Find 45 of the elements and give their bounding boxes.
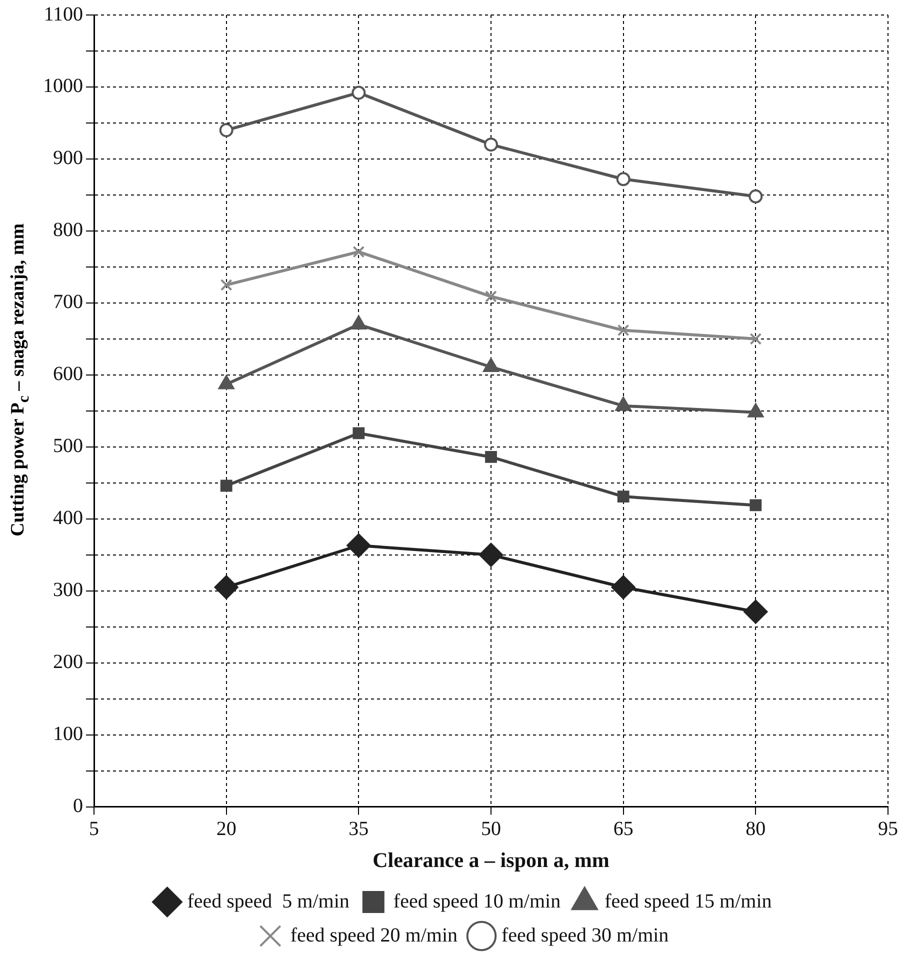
legend-label: feed speed 30 m/min [502,924,669,946]
y-tick-label: 0 [73,795,83,818]
y-tick-label: 1100 [44,3,83,26]
point [352,86,366,100]
y-tick-label: 100 [53,723,83,746]
point [346,534,371,558]
point [750,499,762,512]
y-tick-label: 1000 [43,75,83,98]
y-tick-label: 800 [53,219,83,242]
point [744,600,768,624]
x-tick-label: 95 [878,818,898,840]
y-tick-label: 400 [53,507,83,530]
x-tick-label: 80 [746,818,766,840]
point [220,480,232,492]
x-tick-label: 35 [348,818,369,840]
point [220,278,232,291]
y-tick-label: 200 [53,651,83,674]
x-tick-label: 20 [216,818,236,840]
legend-label: feed speed 20 m/min [290,924,458,946]
point [611,575,636,600]
point [617,490,630,503]
point [485,451,497,463]
point [748,189,763,204]
x-tick-label: 65 [613,818,634,840]
legend-label: feed speed 15 m/min [604,890,772,912]
point [219,123,234,138]
point [616,172,630,186]
point [485,290,497,302]
y-tick-label: 500 [53,435,83,458]
point [484,138,498,152]
x-tick-label: 5 [89,818,99,840]
point [352,246,365,258]
y-tick-label: 300 [53,579,83,602]
point [214,575,238,600]
point [750,332,762,345]
x-tick-label: 50 [481,818,501,840]
x-axis-title: Clearance a – ispon a, mm [372,848,610,872]
y-tick-label: 900 [53,147,83,170]
legend-label: feed speed 5 m/min [187,890,350,912]
point [479,542,503,567]
y-tick-label: 600 [53,363,83,386]
point [617,324,630,336]
y-tick-label: 700 [53,291,83,314]
point [352,427,365,440]
legend-label: feed speed 10 m/min [393,890,561,912]
